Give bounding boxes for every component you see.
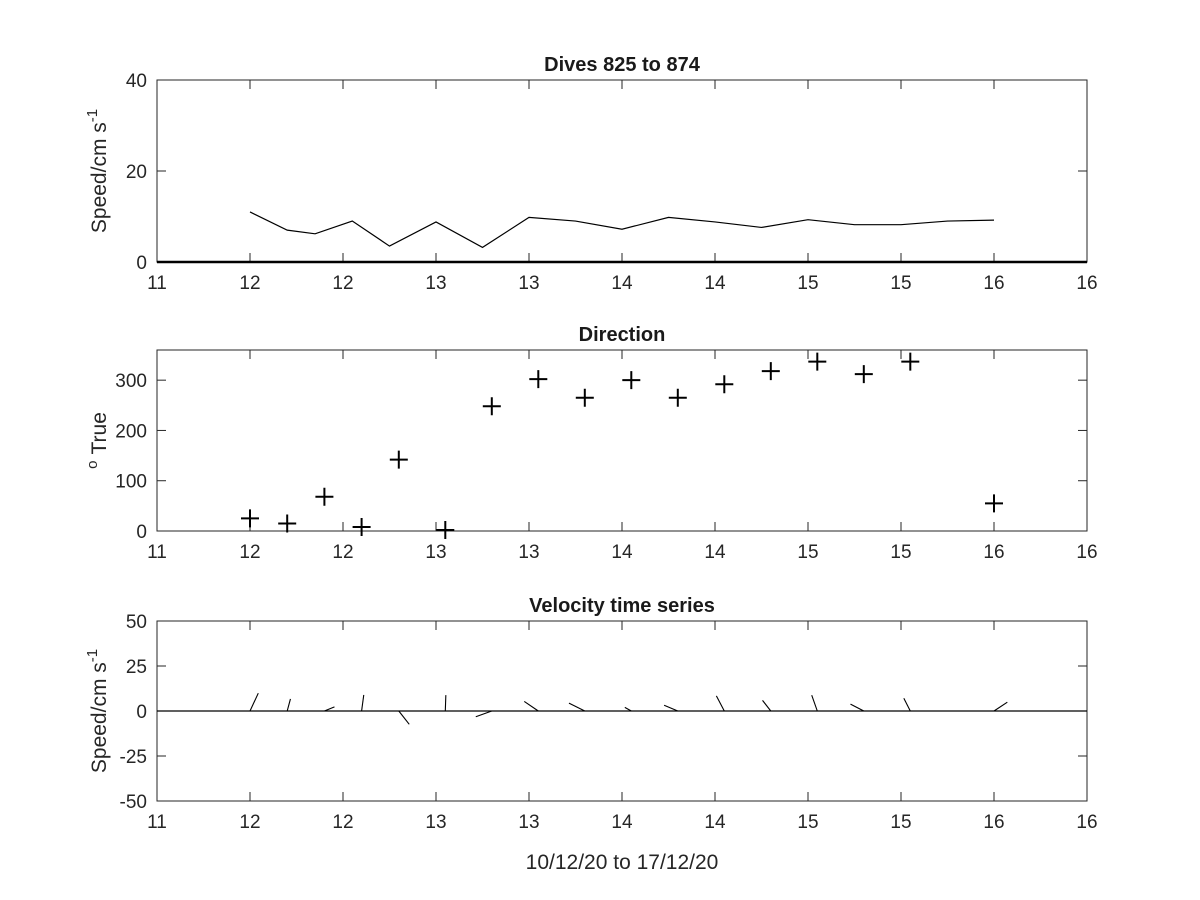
x-tick-label: 12 bbox=[332, 273, 353, 294]
velocity-chart: Velocity time series 11 12 12 13 13 14 14 15 15 16… bbox=[84, 595, 1098, 874]
x-tick-label: 11 bbox=[147, 812, 167, 833]
direction-point bbox=[315, 487, 334, 506]
x-tick-label: 16 bbox=[1076, 273, 1097, 294]
y-axis-label-superscript: -1 bbox=[84, 649, 101, 662]
x-tick-label: 11 bbox=[147, 542, 167, 563]
x-tick-label: 14 bbox=[611, 812, 633, 833]
velocity-stick bbox=[715, 695, 725, 712]
x-tick-label: 11 bbox=[147, 273, 167, 294]
velocity-stick bbox=[249, 692, 259, 712]
velocity-stick bbox=[663, 704, 679, 712]
direction-point bbox=[808, 352, 827, 371]
y-axis-label: Speed/cm s-1 bbox=[84, 109, 111, 233]
chart-title: Dives 825 to 874 bbox=[544, 54, 701, 76]
chart-title: Direction bbox=[579, 324, 666, 346]
velocity-stick bbox=[993, 701, 1008, 712]
direction-point bbox=[241, 509, 259, 528]
direction-point bbox=[529, 370, 548, 389]
x-tick-label: 14 bbox=[611, 273, 633, 294]
x-tick-label: 14 bbox=[611, 542, 633, 563]
x-tick-label: 15 bbox=[797, 542, 818, 563]
y-axis-label: oTrue bbox=[84, 412, 111, 469]
y-tick-label: -50 bbox=[120, 792, 147, 813]
y-axis-label-superscript: o bbox=[84, 461, 101, 469]
x-tick-label: 15 bbox=[890, 542, 911, 563]
x-tick-label: 14 bbox=[704, 542, 726, 563]
x-tick-label: 16 bbox=[1076, 812, 1097, 833]
x-tick-label: 12 bbox=[239, 542, 260, 563]
axes-frame bbox=[156, 349, 1088, 532]
y-tick-label: 300 bbox=[115, 371, 147, 392]
x-tick-label: 13 bbox=[425, 812, 446, 833]
x-tick-label: 13 bbox=[425, 542, 446, 563]
velocity-stick bbox=[811, 694, 818, 712]
y-axis-label-superscript: -1 bbox=[84, 109, 101, 122]
y-tick-label: 40 bbox=[126, 71, 147, 92]
velocity-stick bbox=[398, 710, 410, 725]
velocity-stick bbox=[361, 694, 365, 712]
direction-chart: Direction 11 12 12 13 13 14 14 15 15 16 16 0 100 200 30… bbox=[84, 324, 1098, 563]
velocity-stick bbox=[523, 701, 539, 712]
velocity-stick bbox=[762, 700, 772, 712]
y-axis-label: Speed/cm s-1 bbox=[84, 649, 111, 773]
direction-point bbox=[622, 371, 641, 390]
velocity-stick bbox=[568, 702, 586, 712]
x-tick-label: 13 bbox=[518, 812, 539, 833]
y-tick-label: 0 bbox=[136, 522, 147, 543]
direction-point bbox=[901, 352, 920, 371]
x-tick-label: 12 bbox=[239, 273, 260, 294]
velocity-stick bbox=[903, 697, 911, 712]
velocity-stick bbox=[850, 703, 865, 712]
speed-chart: Dives 825 to 874 11 12 12 13 13 14 14 15 15 16 16 0 2… bbox=[84, 54, 1098, 294]
velocity-stick bbox=[286, 698, 291, 712]
direction-point bbox=[761, 362, 780, 381]
velocity-stick bbox=[444, 695, 447, 712]
y-tick-label: 20 bbox=[126, 162, 147, 183]
direction-point bbox=[854, 365, 873, 384]
x-tick-label: 15 bbox=[890, 812, 911, 833]
x-tick-label: 16 bbox=[1076, 542, 1097, 563]
y-tick-label: 50 bbox=[126, 612, 147, 633]
direction-point bbox=[352, 517, 371, 536]
x-tick-label: 12 bbox=[239, 812, 260, 833]
direction-point bbox=[436, 520, 455, 539]
x-tick-label: 16 bbox=[983, 542, 1004, 563]
x-tick-label: 16 bbox=[983, 812, 1004, 833]
velocity-stick bbox=[324, 706, 335, 712]
direction-point bbox=[715, 375, 734, 394]
direction-point bbox=[278, 514, 297, 533]
x-tick-label: 15 bbox=[797, 273, 818, 294]
x-tick-label: 12 bbox=[332, 812, 353, 833]
x-tick-label: 14 bbox=[704, 812, 726, 833]
x-tick-label: 13 bbox=[518, 273, 539, 294]
chart-title: Velocity time series bbox=[529, 595, 715, 617]
x-tick-label: 14 bbox=[704, 273, 726, 294]
y-tick-label: -25 bbox=[120, 747, 147, 768]
x-axis-label: 10/12/20 to 17/12/20 bbox=[526, 851, 719, 874]
speed-line bbox=[249, 211, 995, 249]
y-tick-label: 200 bbox=[115, 421, 147, 442]
x-tick-label: 15 bbox=[890, 273, 911, 294]
direction-point bbox=[985, 494, 1003, 513]
velocity-stick bbox=[475, 710, 492, 718]
x-tick-label: 12 bbox=[332, 542, 353, 563]
axes-frame bbox=[156, 79, 1088, 263]
velocity-stick bbox=[624, 706, 632, 712]
x-tick-label: 16 bbox=[983, 273, 1004, 294]
direction-point bbox=[575, 388, 594, 407]
y-tick-label: 25 bbox=[126, 657, 147, 678]
direction-point bbox=[482, 397, 501, 416]
direction-point bbox=[668, 388, 687, 407]
x-tick-label: 15 bbox=[797, 812, 818, 833]
x-tick-label: 13 bbox=[425, 273, 446, 294]
y-tick-label: 100 bbox=[115, 472, 147, 493]
x-tick-label: 13 bbox=[518, 542, 539, 563]
y-tick-label: 0 bbox=[136, 253, 147, 274]
y-tick-label: 0 bbox=[136, 702, 147, 723]
direction-point bbox=[389, 450, 408, 469]
